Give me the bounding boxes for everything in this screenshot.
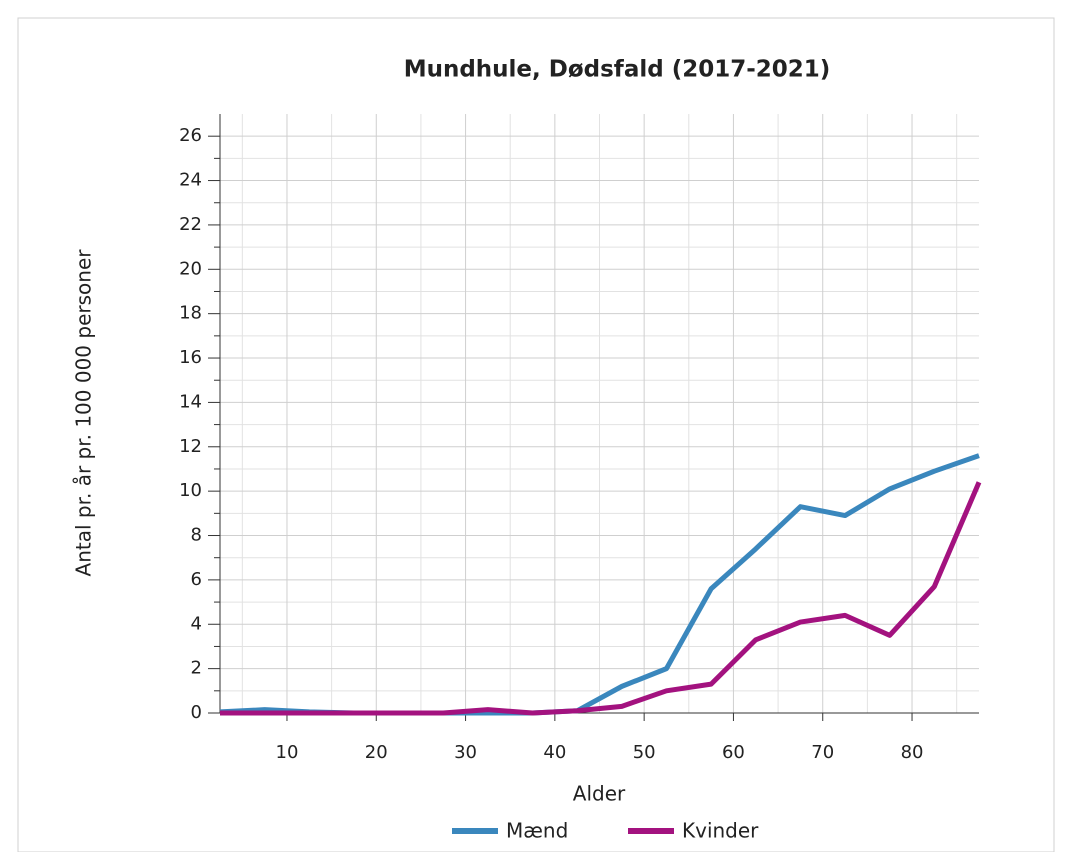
y-tick-label: 22 — [179, 214, 202, 235]
legend-label: Mænd — [506, 819, 568, 843]
y-tick-label: 0 — [191, 702, 202, 723]
x-tick-label: 20 — [365, 742, 388, 763]
y-tick-label: 6 — [191, 569, 202, 590]
legend-label: Kvinder — [682, 819, 759, 843]
y-tick-label: 26 — [179, 125, 202, 146]
y-axis-label: Antal pr. år pr. 100 000 personer — [72, 249, 96, 577]
y-tick-label: 14 — [179, 391, 202, 412]
x-tick-label: 50 — [633, 742, 656, 763]
card — [17, 17, 1055, 852]
y-tick-label: 2 — [191, 658, 202, 679]
x-tick-label: 30 — [454, 742, 477, 763]
y-tick-label: 8 — [191, 525, 202, 546]
y-tick-label: 4 — [191, 613, 202, 634]
series-line — [220, 481, 982, 716]
y-tick-label: 10 — [179, 480, 202, 501]
chart-title: Mundhule, Dødsfald (2017-2021) — [404, 57, 831, 83]
y-tick-label: 24 — [179, 170, 202, 191]
x-axis-label: Alder — [573, 782, 626, 806]
x-tick-label: 70 — [811, 742, 834, 763]
y-tick-label: 20 — [179, 258, 202, 279]
y-tick-label: 12 — [179, 436, 202, 457]
x-tick-label: 10 — [276, 742, 299, 763]
y-tick-label: 16 — [179, 347, 202, 368]
x-tick-label: 80 — [901, 742, 924, 763]
x-tick-label: 60 — [722, 742, 745, 763]
y-tick-label: 18 — [179, 303, 202, 324]
x-tick-label: 40 — [543, 742, 566, 763]
